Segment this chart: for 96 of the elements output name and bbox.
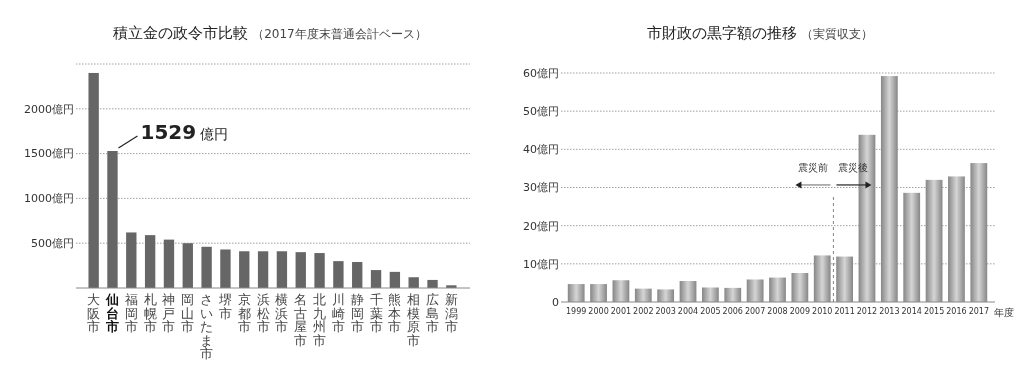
bar	[427, 279, 438, 288]
bar	[163, 239, 175, 288]
y-tick-label: 1500億円	[24, 147, 74, 161]
x-tick-label: 大阪市	[87, 292, 101, 334]
x-tick-label: 2003	[655, 307, 676, 316]
x-tick-label: 岡山市	[181, 292, 195, 334]
bar	[590, 284, 607, 302]
annotation: 震災後	[838, 161, 869, 173]
x-tick-label: 相模原市	[407, 292, 421, 348]
bar	[746, 279, 764, 302]
bar	[567, 284, 585, 302]
bar	[612, 280, 630, 302]
bar	[333, 261, 344, 288]
bar	[126, 232, 137, 288]
bar	[144, 235, 156, 288]
bar	[836, 256, 853, 302]
bar	[702, 287, 719, 302]
x-tick-label: 堺市	[217, 292, 232, 321]
bar	[389, 271, 401, 288]
bar	[370, 270, 382, 288]
bar	[634, 288, 652, 302]
x-tick-label: 仙台市	[104, 292, 119, 334]
x-tick-label: 2012	[856, 307, 878, 316]
x-tick-label: 名古屋市	[294, 292, 308, 348]
x-tick-label: 2017	[968, 307, 989, 316]
x-tick-label: 新潟市	[444, 292, 458, 334]
bar	[276, 251, 288, 288]
bar	[657, 289, 675, 302]
bar	[880, 76, 898, 302]
bar	[88, 72, 99, 288]
y-tick-label: 50億円	[523, 105, 559, 119]
x-tick-label: 北九州市	[313, 292, 327, 348]
x-tick-label: 2001	[610, 307, 632, 316]
x-tick-label: 2010	[812, 307, 833, 316]
x-tick-label: 神戸市	[162, 292, 176, 334]
y-tick-label: 60億円	[523, 66, 559, 80]
bar	[295, 252, 306, 288]
x-tick-label: 2006	[722, 307, 743, 316]
x-tick-label: 京都市	[237, 292, 251, 334]
x-tick-label: 横浜市	[275, 292, 289, 334]
bar	[724, 287, 742, 302]
bar	[769, 277, 786, 302]
bar	[813, 255, 831, 302]
chart-subtitle: （2017年度末普通会計ベース）	[252, 27, 427, 41]
y-tick-label: 500億円	[31, 237, 74, 251]
chart-subtitle: （実質収支）	[801, 27, 873, 41]
annotation: 1529 億円	[140, 120, 229, 144]
x-tick-label: 2009	[789, 307, 811, 316]
x-tick-label: 2015	[923, 307, 945, 316]
bar	[257, 251, 269, 288]
annotation: 震災前	[798, 161, 829, 173]
x-tick-label: 2008	[767, 307, 788, 316]
bar	[182, 243, 193, 288]
y-tick-label: 30億円	[523, 181, 559, 195]
x-tick-label: さいたま市	[200, 292, 214, 361]
bar	[791, 272, 809, 302]
y-tick-label: 10億円	[523, 257, 559, 271]
y-tick-label: 40億円	[523, 143, 559, 157]
bar	[220, 249, 231, 288]
x-tick-label: 川崎市	[331, 292, 345, 334]
bar	[201, 246, 212, 288]
chart-title: 市財政の黒字額の推移	[647, 24, 797, 42]
x-tick-label: 2013	[879, 307, 900, 316]
x-tick-label: 福岡市	[124, 292, 138, 334]
x-tick-label: 2016	[946, 307, 967, 316]
y-tick-label: 20億円	[523, 219, 559, 233]
x-axis-title: 年度	[994, 307, 1014, 318]
x-tick-label: 2011	[834, 307, 855, 316]
bar	[314, 253, 325, 288]
x-tick-label: 2014	[901, 307, 922, 316]
bar	[903, 192, 921, 302]
y-tick-label: 1000億円	[24, 192, 74, 206]
y-tick-label: 0	[552, 295, 559, 309]
x-tick-label: 2002	[633, 307, 654, 316]
bar	[352, 262, 363, 288]
x-tick-label: 1999	[566, 307, 587, 316]
bar	[925, 179, 943, 302]
x-tick-label: 2000	[588, 307, 609, 316]
x-tick-label: 静岡市	[350, 292, 364, 334]
x-tick-label: 2005	[700, 307, 721, 316]
bar	[239, 251, 250, 288]
x-tick-label: 札幌市	[143, 292, 157, 334]
bar	[948, 176, 965, 302]
chart-title: 積立金の政令市比較	[113, 24, 249, 42]
bar	[970, 163, 988, 302]
bar	[858, 134, 876, 302]
bar	[679, 281, 697, 302]
x-tick-label: 千葉市	[369, 292, 383, 334]
y-tick-label: 2000億円	[24, 102, 74, 116]
bar	[408, 277, 419, 288]
x-tick-label: 2007	[744, 307, 766, 316]
x-tick-label: 広島市	[426, 292, 440, 334]
x-tick-label: 2004	[677, 307, 699, 316]
x-tick-label: 熊本市	[388, 292, 402, 334]
x-tick-label: 浜松市	[256, 292, 270, 334]
bar	[107, 151, 118, 288]
